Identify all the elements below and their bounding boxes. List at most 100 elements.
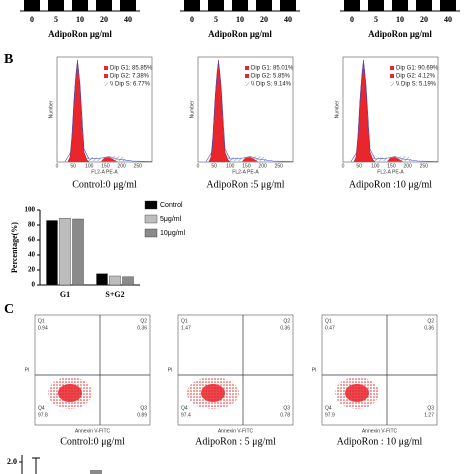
- bar-cropped: [120, 0, 136, 11]
- histogram-panel: Dip G1: 90.69% Dip G2: 4.12% \\ Dip S: 5.1…: [334, 56, 439, 190]
- x-tick-label: 150: [242, 163, 251, 169]
- y-axis-label: PI: [25, 367, 30, 373]
- legend-swatch: [144, 214, 158, 224]
- frame: [56, 56, 153, 163]
- cell-core: [345, 384, 369, 402]
- x-tick-label: 50: [70, 163, 76, 169]
- y-tick-label: 0: [32, 281, 36, 289]
- legend-swatch: [104, 82, 108, 86]
- x-tick-label: 20: [100, 15, 108, 24]
- legend-entry: 5μg/ml: [160, 216, 182, 223]
- quadrant-name: Q3: [140, 405, 147, 411]
- x-tick-label: 5: [374, 15, 378, 24]
- quadrant-value: 0.94: [38, 325, 48, 331]
- legend-swatch: [144, 200, 158, 210]
- bar-cropped: [72, 0, 88, 11]
- frame: [321, 314, 438, 426]
- legend-swatch: [245, 66, 249, 70]
- peak-g2: [242, 157, 258, 162]
- x-tick-label: 250: [420, 163, 429, 169]
- y-tick-label: 60: [28, 236, 36, 244]
- x-tick-label: 200: [117, 163, 126, 169]
- x-tick-label: 250: [275, 163, 284, 169]
- section-label: C: [4, 302, 14, 317]
- x-tick-label: 0: [30, 15, 34, 24]
- cell-core: [201, 384, 225, 402]
- quadrant-name: Q2: [283, 318, 290, 324]
- caption: AdipoRon :10 μg/ml: [349, 179, 432, 190]
- x-tick-label: G1: [60, 290, 70, 299]
- frame: [342, 56, 439, 163]
- caption: AdipoRon : 5 μg/ml: [195, 436, 276, 447]
- quadrant-value: 0.78: [280, 412, 290, 418]
- bar-cropped: [280, 0, 296, 11]
- x-tick-label: 10: [76, 15, 84, 24]
- legend-swatch: [104, 66, 108, 70]
- legend-entry: \\ Dip S: 6.77%: [110, 82, 151, 88]
- x-tick-label: 0: [342, 163, 345, 169]
- quadrant-value: 97.4: [181, 412, 191, 418]
- quadrant-name: Q1: [181, 318, 188, 324]
- fit-line: [350, 60, 439, 162]
- bar-cropped: [24, 0, 40, 11]
- peak-g2: [101, 157, 117, 162]
- legend-entry: Dip G1: 85.01%: [251, 66, 294, 72]
- x-tick-label: 40: [284, 15, 292, 24]
- legend-entry: Dip G2: 7.38%: [110, 74, 150, 80]
- x-axis-label: AdipoRon μg/ml: [368, 29, 432, 39]
- legend-entry: Dip G2: 5.85%: [251, 74, 291, 80]
- y-axis-label: PI: [168, 367, 173, 373]
- legend-swatch: [245, 82, 249, 86]
- x-tick-label: 0: [197, 163, 200, 169]
- cell-core: [58, 384, 82, 402]
- histogram-panel: Dip G1: 85.85% Dip G2: 7.38% \\ Dip S: 6.7…: [48, 56, 153, 190]
- section-label: B: [4, 52, 13, 67]
- caption: AdipoRon :5 μg/ml: [206, 179, 284, 190]
- quadrant-value: 1.27: [424, 412, 434, 418]
- legend-entry: Dip G1: 85.85%: [110, 66, 153, 72]
- bar: [59, 218, 71, 286]
- x-tick-label: 100: [371, 163, 380, 169]
- bar-cropped: [344, 0, 360, 11]
- legend-entry: Control: [160, 202, 183, 209]
- x-tick-label: 50: [356, 163, 362, 169]
- bar-cropped: [392, 0, 408, 11]
- quadrant-value: 0.36: [280, 325, 290, 331]
- error-bar-cropped: [32, 457, 40, 474]
- caption: Control:0 μg/ml: [60, 436, 125, 447]
- fit-line: [205, 60, 294, 162]
- y-axis-label: Number: [189, 100, 195, 118]
- bar-cropped: [184, 0, 200, 11]
- quadrant-name: Q2: [427, 318, 434, 324]
- x-tick-label: 40: [124, 15, 132, 24]
- x-tick-label: 100: [226, 163, 235, 169]
- legend-entry: \\ Dip S: 5.19%: [396, 82, 437, 88]
- x-tick-label: 0: [350, 15, 354, 24]
- x-tick-label: 250: [134, 163, 143, 169]
- x-axis-label: FL2-A PE-A: [232, 169, 259, 175]
- y-tick-label: 100: [25, 206, 36, 214]
- x-tick-label: 150: [101, 163, 110, 169]
- x-axis-label: AdipoRon μg/ml: [208, 29, 272, 39]
- x-tick-label: 10: [236, 15, 244, 24]
- bar-cropped: [90, 470, 102, 474]
- x-tick-label: 20: [260, 15, 268, 24]
- caption: Control:0 μg/ml: [72, 179, 137, 190]
- x-axis-label: Annexin V-FITC: [75, 428, 111, 434]
- x-tick-label: 20: [420, 15, 428, 24]
- y-axis-label: Percentage(%): [10, 222, 19, 273]
- quadrant-value: 1.47: [181, 325, 191, 331]
- bar-cropped: [48, 0, 64, 11]
- x-tick-label: 40: [444, 15, 452, 24]
- y-axis-label: PI: [312, 367, 317, 373]
- y-axis-label: Number: [48, 100, 54, 118]
- frame: [197, 56, 294, 163]
- y-tick-label: 40: [28, 251, 36, 259]
- x-axis-label: FL2-A PE-A: [91, 169, 118, 175]
- quadrant-name: Q4: [181, 405, 188, 411]
- quadrant-name: Q3: [427, 405, 434, 411]
- frame: [177, 314, 294, 426]
- x-axis-label: Annexin V-FITC: [362, 428, 398, 434]
